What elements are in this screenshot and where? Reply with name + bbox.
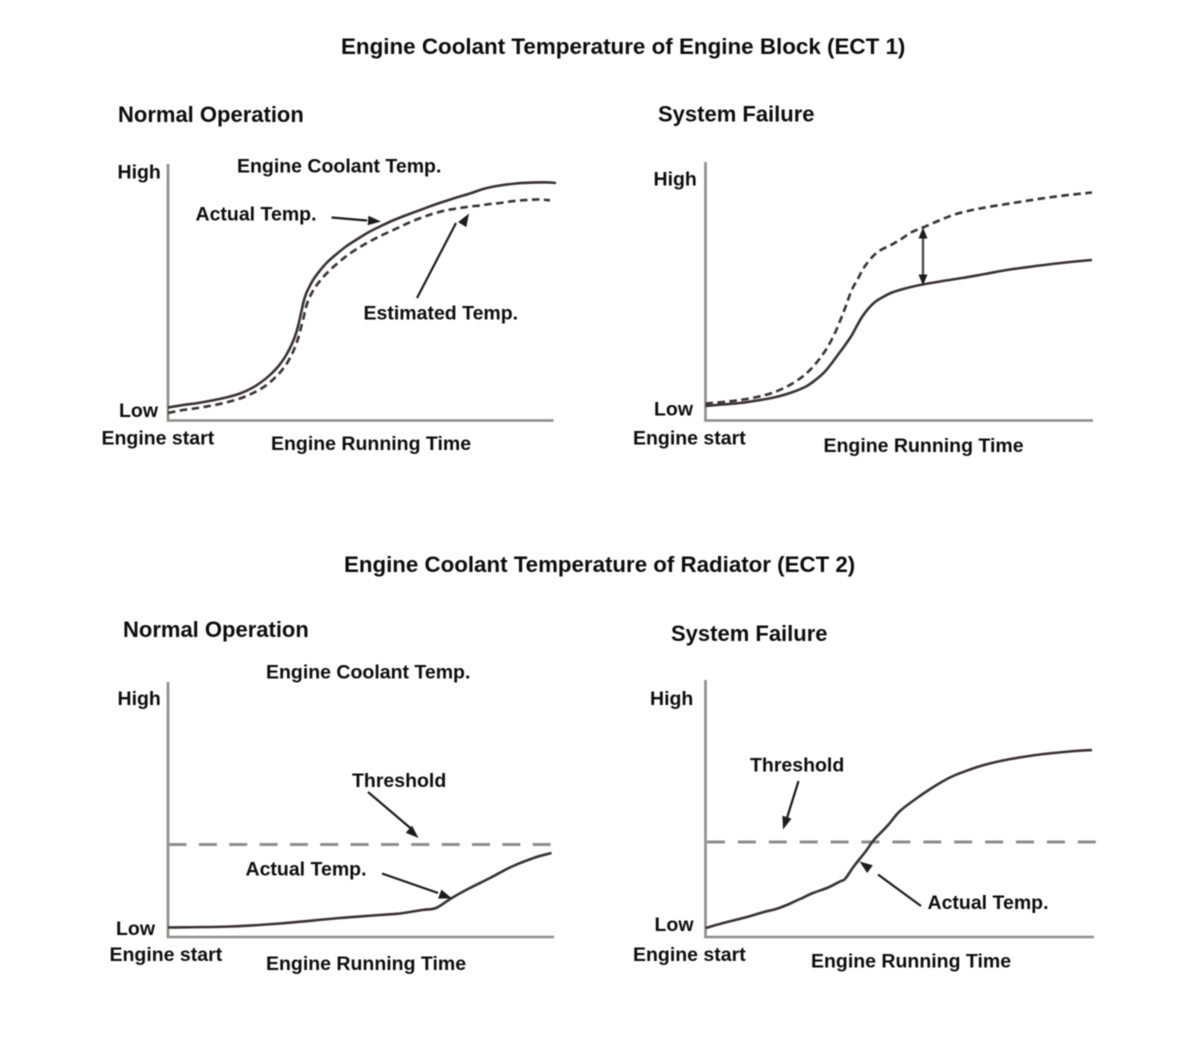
svg-text:Engine start: Engine start (633, 428, 746, 450)
svg-text:Actual Temp.: Actual Temp. (196, 204, 317, 226)
svg-text:Low: Low (654, 399, 694, 421)
svg-text:Engine start: Engine start (633, 944, 746, 966)
svg-text:Actual Temp.: Actual Temp. (928, 892, 1049, 914)
svg-text:High: High (654, 169, 697, 191)
svg-text:System Failure: System Failure (658, 102, 815, 127)
svg-text:Engine Running Time: Engine Running Time (266, 953, 466, 975)
svg-text:Engine Coolant Temp.: Engine Coolant Temp. (237, 155, 441, 177)
svg-text:Engine Running Time: Engine Running Time (271, 433, 471, 455)
svg-text:Normal Operation: Normal Operation (123, 617, 309, 642)
svg-text:High: High (118, 688, 161, 710)
svg-text:Normal Operation: Normal Operation (118, 102, 304, 127)
svg-text:High: High (650, 688, 693, 710)
svg-text:High: High (118, 162, 161, 184)
svg-text:Engine start: Engine start (110, 944, 223, 966)
svg-text:Engine Coolant Temperature of: Engine Coolant Temperature of Radiator (… (344, 552, 855, 577)
svg-text:Threshold: Threshold (750, 755, 844, 777)
svg-text:Engine Coolant Temp.: Engine Coolant Temp. (266, 662, 470, 684)
svg-text:Engine start: Engine start (102, 428, 215, 450)
svg-text:Threshold: Threshold (352, 770, 446, 792)
svg-text:Engine Running Time: Engine Running Time (824, 435, 1024, 457)
svg-text:Actual Temp.: Actual Temp. (246, 859, 367, 881)
svg-text:Engine Coolant Temperature of: Engine Coolant Temperature of Engine Blo… (341, 34, 905, 59)
svg-text:Estimated Temp.: Estimated Temp. (364, 303, 519, 325)
svg-text:Low: Low (655, 914, 695, 936)
svg-text:Low: Low (116, 918, 156, 940)
svg-text:Engine Running Time: Engine Running Time (811, 951, 1011, 973)
svg-text:System Failure: System Failure (671, 621, 828, 646)
svg-text:Low: Low (119, 400, 159, 422)
